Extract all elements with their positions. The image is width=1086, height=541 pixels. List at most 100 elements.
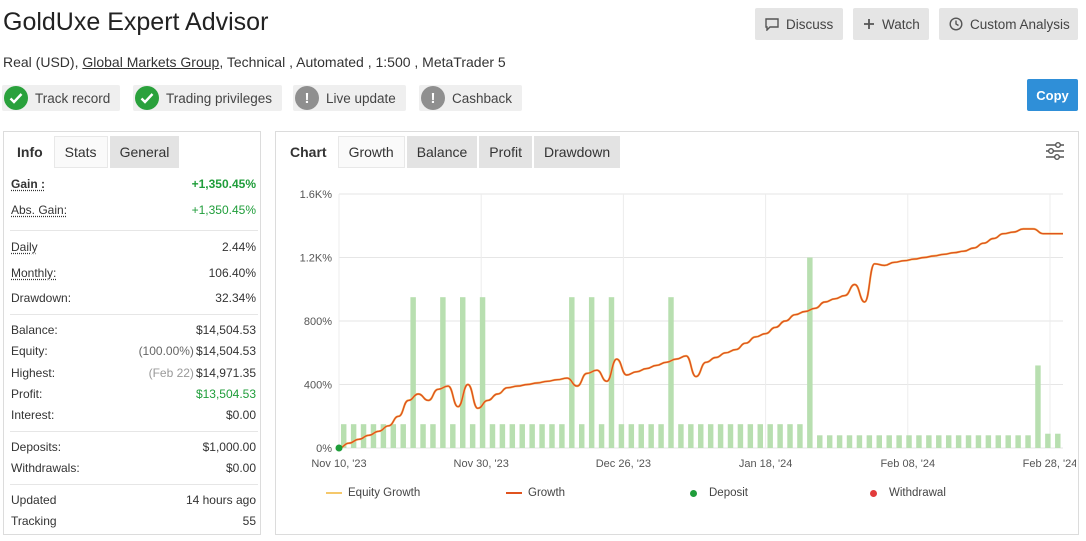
daily-bar <box>975 435 982 448</box>
stat-label: Withdrawals: <box>11 461 80 475</box>
legend-withdrawal[interactable]: Withdrawal <box>866 487 946 499</box>
daily-bar <box>559 424 565 448</box>
badge-label: Track record <box>35 90 111 106</box>
sliders-icon[interactable] <box>1044 140 1066 162</box>
legend-swatch <box>690 489 697 497</box>
stat-label: Deposits: <box>11 440 62 454</box>
daily-bar <box>836 435 843 448</box>
legend-swatch <box>870 489 877 497</box>
daily-bar <box>618 424 625 448</box>
stat-value: $0.00 <box>225 461 256 475</box>
stat-label: Updated <box>11 493 57 507</box>
daily-bar <box>489 424 496 448</box>
stats-tabs: Info Stats General <box>4 136 180 168</box>
stat-label: Drawdown: <box>11 291 72 305</box>
badge-track-record: Track record <box>2 85 121 111</box>
x-tick-label: Feb 28, '24 <box>1023 458 1076 470</box>
tab-growth[interactable]: Growth <box>337 136 405 168</box>
stat-label: Interest: <box>11 408 55 422</box>
exclamation-icon: ! <box>421 86 445 110</box>
daily-bar <box>727 424 734 448</box>
daily-bar <box>519 424 525 448</box>
daily-bar <box>757 424 763 448</box>
clock-icon <box>949 17 963 31</box>
daily-bar <box>648 424 654 448</box>
daily-bar <box>390 424 397 448</box>
stat-daily: Daily 2.44% <box>11 237 256 257</box>
tab-chart[interactable]: Chart <box>290 144 327 160</box>
exclamation-icon: ! <box>295 86 319 110</box>
badge-label: Trading privileges <box>166 90 273 106</box>
daily-bar <box>807 257 813 448</box>
custom-analysis-button[interactable]: Custom Analysis <box>939 8 1078 40</box>
daily-bar <box>658 424 664 448</box>
growth-chart[interactable]: 0% 400% 800% 1.2K% 1.6K% Nov 10, '23 Nov 30, '… <box>276 170 1076 475</box>
discuss-label: Discuss <box>786 16 834 32</box>
tab-drawdown[interactable]: Drawdown <box>533 136 621 168</box>
daily-bar <box>826 435 833 448</box>
daily-bar <box>638 424 644 448</box>
daily-bar <box>459 297 466 448</box>
y-tick-label: 400% <box>304 380 332 392</box>
discuss-button[interactable]: Discuss <box>755 8 843 40</box>
x-tick-label: Dec 26, '23 <box>596 458 651 470</box>
stat-label[interactable]: Monthly: <box>11 266 57 280</box>
x-tick-label: Nov 30, '23 <box>454 458 509 470</box>
badge-trading-privileges: Trading privileges <box>133 85 283 111</box>
daily-bar <box>360 424 367 448</box>
daily-bar <box>579 424 585 448</box>
daily-bar <box>1035 365 1041 448</box>
tab-balance[interactable]: Balance <box>406 136 478 168</box>
stat-value: +1,350.45% <box>191 203 256 217</box>
daily-bar <box>817 435 823 448</box>
stat-label[interactable]: Abs. Gain: <box>11 203 68 217</box>
stat-updated: Updated 14 hours ago <box>11 490 256 510</box>
legend-growth[interactable]: Growth <box>506 487 565 499</box>
legend-swatch <box>326 492 342 494</box>
stat-profit: Profit: $13,504.53 <box>11 384 256 404</box>
stat-label: Equity: <box>11 344 48 358</box>
tab-info[interactable]: Info <box>17 144 43 160</box>
stat-label[interactable]: Daily <box>11 240 38 254</box>
legend-deposit[interactable]: Deposit <box>686 487 748 499</box>
daily-bar <box>539 424 545 448</box>
daily-bar <box>707 424 714 448</box>
daily-bar <box>965 435 972 448</box>
daily-bar <box>1005 435 1011 448</box>
daily-bar <box>777 424 783 448</box>
daily-bar <box>698 424 704 448</box>
daily-bar <box>370 424 377 448</box>
legend-equity-growth[interactable]: Equity Growth <box>326 487 420 499</box>
stat-value: (Feb 22) $14,971.35 <box>149 366 256 380</box>
daily-bar <box>846 435 853 448</box>
broker-link[interactable]: Global Markets Group <box>82 54 220 70</box>
equity-value: $14,504.53 <box>195 344 256 358</box>
tab-profit[interactable]: Profit <box>479 136 532 168</box>
watch-label: Watch <box>882 16 920 32</box>
badge-label: Live update <box>326 90 396 106</box>
tab-general[interactable]: General <box>109 136 180 168</box>
daily-bar <box>747 424 754 448</box>
daily-bar <box>380 424 387 448</box>
stat-label[interactable]: Gain : <box>11 177 46 191</box>
watch-button[interactable]: Watch <box>853 8 929 40</box>
stat-label: Tracking <box>11 514 57 528</box>
daily-bar <box>856 435 863 448</box>
tab-stats[interactable]: Stats <box>53 136 108 168</box>
copy-button[interactable]: Copy <box>1027 79 1078 111</box>
chart-panel: Chart Growth Balance Profit Drawdown <box>275 131 1079 535</box>
y-tick-label: 0% <box>316 443 332 455</box>
deposit-marker <box>335 444 343 452</box>
account-subtitle: Real (USD), Global Markets Group, Techni… <box>3 54 506 70</box>
stat-label: Profit: <box>11 387 43 401</box>
badge-cashback: ! Cashback <box>419 85 523 111</box>
stat-tracking: Tracking 55 <box>11 511 256 531</box>
x-tick-label: Jan 18, '24 <box>739 458 792 470</box>
daily-bar <box>509 424 516 448</box>
daily-bar <box>420 424 426 448</box>
stat-withdrawals: Withdrawals: $0.00 <box>11 458 256 478</box>
x-tick-label: Nov 10, '23 <box>311 458 366 470</box>
daily-bar <box>549 424 555 448</box>
stat-value: +1,350.45% <box>191 177 256 191</box>
badge-live-update: ! Live update <box>293 85 406 111</box>
